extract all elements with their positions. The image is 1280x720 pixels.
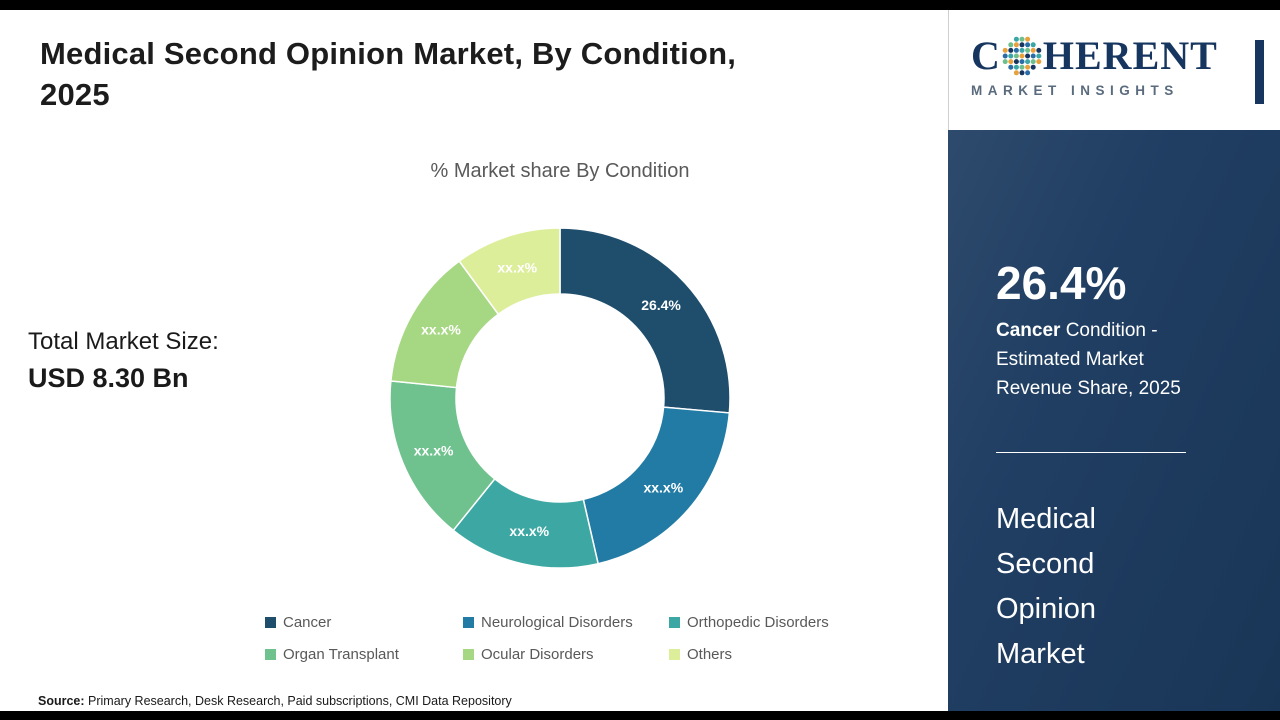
globe-dot <box>1008 47 1014 53</box>
legend-label: Orthopedic Disorders <box>687 614 829 631</box>
legend-swatch <box>265 617 276 628</box>
source-note: Source: Primary Research, Desk Research,… <box>38 694 512 708</box>
donut-segment-label: xx.x% <box>509 523 549 539</box>
globe-dot <box>1024 53 1030 59</box>
globe-dot <box>1008 42 1014 48</box>
source-label: Source: <box>38 694 85 708</box>
legend-item-orthopedic-disorders: Orthopedic Disorders <box>669 614 855 631</box>
globe-dot <box>1036 59 1042 65</box>
legend-swatch <box>265 649 276 660</box>
globe-dot <box>1024 36 1030 42</box>
panel-divider <box>996 452 1186 453</box>
page-title-line2: 2025 <box>40 76 110 112</box>
total-market-size-label: Total Market Size: <box>28 328 219 355</box>
donut-segment-cancer <box>559 227 731 414</box>
globe-dot <box>1013 70 1019 76</box>
highlight-panel: 26.4% Cancer Condition - Estimated Marke… <box>948 130 1280 711</box>
logo-accent-bar <box>1255 40 1264 104</box>
globe-dot <box>1030 59 1036 65</box>
legend-item-organ-transplant: Organ Transplant <box>265 646 463 663</box>
donut-chart: 26.4% xx.x% xx.x% xx.x% xx.x% xx.x% <box>389 227 731 569</box>
globe-dot <box>1024 70 1030 76</box>
donut-segment-label: xx.x% <box>421 322 461 338</box>
globe-dot <box>1013 53 1019 59</box>
globe-dot <box>1013 36 1019 42</box>
globe-dot <box>1024 59 1030 65</box>
globe-dot <box>1002 47 1008 53</box>
globe-dot <box>1024 64 1030 70</box>
globe-dot <box>1019 59 1025 65</box>
brand-logo: C HERENT MARKET INSIGHTS <box>948 10 1280 130</box>
globe-dot <box>1024 47 1030 53</box>
source-text: Primary Research, Desk Research, Paid su… <box>84 694 512 708</box>
globe-dot <box>1019 42 1025 48</box>
donut-segment-label: xx.x% <box>497 259 537 275</box>
legend-label: Ocular Disorders <box>481 646 594 663</box>
total-market-size-value: USD 8.30 Bn <box>28 363 189 393</box>
chart-legend: Cancer Neurological Disorders Orthopedic D… <box>160 614 960 663</box>
legend-item-ocular-disorders: Ocular Disorders <box>463 646 669 663</box>
donut-segment-label: 26.4% <box>641 297 681 313</box>
legend-swatch <box>669 617 680 628</box>
donut-segment-label: xx.x% <box>643 479 683 495</box>
globe-dot <box>1030 42 1036 48</box>
highlight-stat-description: Cancer Condition - Estimated Market Reve… <box>996 316 1208 403</box>
donut-segment-others <box>458 227 561 316</box>
globe-dot <box>1019 53 1025 59</box>
globe-dot <box>1036 47 1042 53</box>
globe-dot <box>1008 64 1014 70</box>
globe-dot <box>1019 64 1025 70</box>
legend-label: Others <box>687 646 733 663</box>
globe-dot <box>1030 47 1036 53</box>
globe-dot <box>1036 53 1042 59</box>
globe-dot <box>1024 42 1030 48</box>
page-title-line1: Medical Second Opinion Market, By Condit… <box>40 36 737 71</box>
globe-dot <box>1019 70 1025 76</box>
globe-dot <box>1019 36 1025 42</box>
globe-dot <box>1013 64 1019 70</box>
brand-letter-c: C <box>971 33 1001 78</box>
legend-label: Neurological Disorders <box>481 614 633 631</box>
globe-dot <box>1019 47 1025 53</box>
legend-label: Cancer <box>283 614 332 631</box>
globe-dot <box>1008 59 1014 65</box>
globe-dot <box>1002 53 1008 59</box>
page-title: Medical Second Opinion Market, By Condit… <box>40 34 920 116</box>
legend-item-cancer: Cancer <box>265 614 463 631</box>
legend-swatch <box>669 649 680 660</box>
globe-dot <box>1013 59 1019 65</box>
legend-item-others: Others <box>669 646 855 663</box>
total-market-size: Total Market Size: USD 8.30 Bn <box>28 328 219 394</box>
highlight-stat-rest: Condition - Estimated Market Revenue Sha… <box>996 320 1181 399</box>
market-name: Medical Second Opinion Market <box>996 503 1096 670</box>
globe-dot <box>1002 59 1008 65</box>
globe-dot <box>1008 53 1014 59</box>
globe-dot <box>1013 47 1019 53</box>
legend-item-neurological-disorders: Neurological Disorders <box>463 614 669 631</box>
brand-tagline: MARKET INSIGHTS <box>971 83 1179 98</box>
globe-dot <box>1030 53 1036 59</box>
brand-wordmark: C HERENT <box>971 36 1280 76</box>
legend-label: Organ Transplant <box>283 646 399 663</box>
donut-segment-label: xx.x% <box>414 442 454 458</box>
globe-dot <box>1030 64 1036 70</box>
legend-swatch <box>463 649 474 660</box>
globe-dot <box>1013 42 1019 48</box>
legend-swatch <box>463 617 474 628</box>
globe-dots-icon <box>1002 36 1042 76</box>
bottom-black-bar <box>0 711 1280 720</box>
highlight-stat-condition: Cancer <box>996 320 1061 341</box>
chart-title: % Market share By Condition <box>430 160 690 182</box>
brand-letters-rest: HERENT <box>1042 33 1218 78</box>
highlight-stat-value: 26.4% <box>996 257 1127 309</box>
top-black-bar <box>0 0 1280 10</box>
